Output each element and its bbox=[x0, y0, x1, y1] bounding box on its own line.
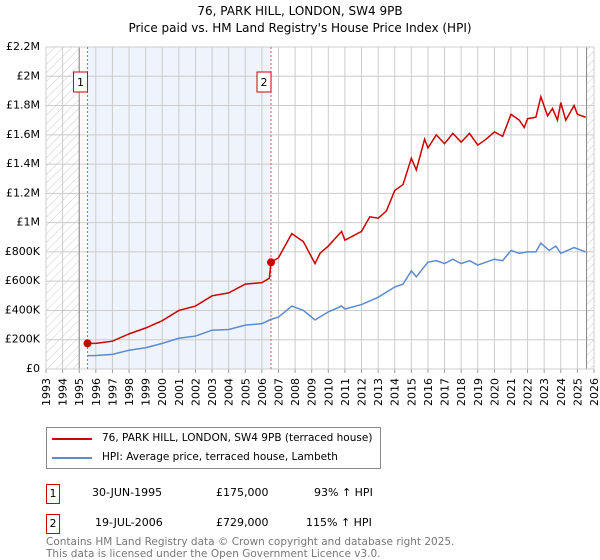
legend-swatch-blue bbox=[52, 456, 92, 459]
y-tick-label: £1.8M bbox=[6, 99, 40, 112]
y-tick-label: £1.4M bbox=[6, 157, 40, 170]
x-tick-label: 2024 bbox=[555, 378, 568, 406]
x-tick-label: 2013 bbox=[372, 378, 385, 406]
transaction-hpi: 115% ↑ HPI bbox=[306, 516, 372, 529]
y-tick-label: £0 bbox=[26, 362, 40, 375]
transaction-marker: 1 bbox=[46, 484, 60, 504]
x-tick-label: 2010 bbox=[322, 378, 335, 406]
transaction-row: 1 30-JUN-1995 £175,000 93% ↑ HPI bbox=[46, 484, 446, 504]
transaction-row: 2 19-JUL-2006 £729,000 115% ↑ HPI bbox=[46, 514, 446, 534]
x-tick-label: 2016 bbox=[422, 378, 435, 406]
x-tick-label: 2025 bbox=[571, 378, 584, 406]
x-tick-label: 2018 bbox=[455, 378, 468, 406]
legend-swatch-red bbox=[52, 437, 92, 440]
y-tick-label: £400K bbox=[5, 303, 41, 316]
legend-label: HPI: Average price, terraced house, Lamb… bbox=[102, 451, 338, 463]
sale-label: 2 bbox=[261, 76, 268, 89]
x-tick-label: 2021 bbox=[505, 378, 518, 406]
x-tick-label: 2005 bbox=[239, 378, 252, 406]
y-tick-label: £1.2M bbox=[6, 186, 40, 199]
transaction-price: £729,000 bbox=[216, 516, 269, 529]
x-tick-label: 2003 bbox=[206, 378, 219, 406]
footer: Contains HM Land Registry data © Crown c… bbox=[46, 536, 455, 560]
legend-label: 76, PARK HILL, LONDON, SW4 9PB (terraced… bbox=[102, 432, 373, 444]
y-tick-label: £2.2M bbox=[6, 40, 40, 53]
transaction-marker: 2 bbox=[46, 514, 60, 534]
sale-label-box bbox=[256, 71, 272, 93]
property-series-line bbox=[87, 94, 586, 345]
legend-item-hpi: HPI: Average price, terraced house, Lamb… bbox=[52, 451, 338, 464]
chart-title: 76, PARK HILL, LONDON, SW4 9PB bbox=[197, 4, 403, 18]
x-tick-label: 2001 bbox=[173, 378, 186, 406]
x-tick-label: 1993 bbox=[40, 378, 53, 406]
sale-point bbox=[267, 258, 276, 267]
chart-legend: 76, PARK HILL, LONDON, SW4 9PB (terraced… bbox=[46, 427, 381, 469]
y-tick-label: £1M bbox=[17, 216, 41, 229]
transaction-hpi: 93% ↑ HPI bbox=[314, 486, 373, 499]
hatched-region bbox=[586, 47, 594, 369]
x-tick-label: 2014 bbox=[389, 378, 402, 406]
transaction-price: £175,000 bbox=[216, 486, 269, 499]
x-tick-label: 2015 bbox=[405, 378, 418, 406]
x-tick-label: 1999 bbox=[140, 378, 153, 406]
y-tick-label: £600K bbox=[5, 274, 41, 287]
x-tick-label: 2019 bbox=[472, 378, 485, 406]
x-tick-label: 1995 bbox=[73, 378, 86, 406]
sale-label-box bbox=[73, 71, 89, 93]
x-tick-label: 2006 bbox=[256, 378, 269, 406]
y-tick-label: £200K bbox=[5, 333, 41, 346]
x-tick-label: 2020 bbox=[488, 378, 501, 406]
x-tick-label: 1994 bbox=[57, 378, 70, 406]
footer-licence: This data is licensed under the Open Gov… bbox=[46, 547, 381, 560]
x-tick-label: 2026 bbox=[588, 378, 600, 406]
transaction-date: 30-JUN-1995 bbox=[92, 486, 163, 499]
x-tick-label: 2009 bbox=[306, 378, 319, 406]
x-tick-label: 1996 bbox=[90, 378, 103, 406]
y-tick-label: £800K bbox=[5, 245, 41, 258]
x-tick-label: 2012 bbox=[356, 378, 369, 406]
hpi-series-line bbox=[87, 241, 586, 357]
x-tick-label: 2008 bbox=[289, 378, 302, 406]
plot-frame bbox=[45, 46, 595, 370]
y-tick-label: £2M bbox=[17, 69, 41, 82]
x-tick-label: 2022 bbox=[522, 378, 535, 406]
x-tick-label: 2011 bbox=[339, 378, 352, 406]
x-tick-label: 1998 bbox=[123, 378, 136, 406]
y-tick-label: £1.6M bbox=[6, 128, 40, 141]
transaction-date: 19-JUL-2006 bbox=[95, 516, 163, 529]
x-tick-label: 2004 bbox=[223, 378, 236, 406]
price-chart: 1993 1994 1995 1996 1997 1998 1999 2000 2001 2002… bbox=[5, 40, 600, 406]
chart-subtitle: Price paid vs. HM Land Registry's House … bbox=[128, 21, 472, 35]
sale-label: 1 bbox=[77, 76, 84, 89]
sale-point bbox=[83, 339, 92, 348]
x-tick-label: 2000 bbox=[156, 378, 169, 406]
x-tick-label: 1997 bbox=[106, 378, 119, 406]
footer-copyright: Contains HM Land Registry data © Crown c… bbox=[46, 536, 455, 548]
legend-item-property: 76, PARK HILL, LONDON, SW4 9PB (terraced… bbox=[52, 432, 372, 445]
x-tick-label: 2023 bbox=[538, 378, 551, 406]
x-tick-label: 2017 bbox=[439, 378, 452, 406]
x-tick-label: 2002 bbox=[189, 378, 202, 406]
x-tick-label: 2007 bbox=[272, 378, 285, 406]
